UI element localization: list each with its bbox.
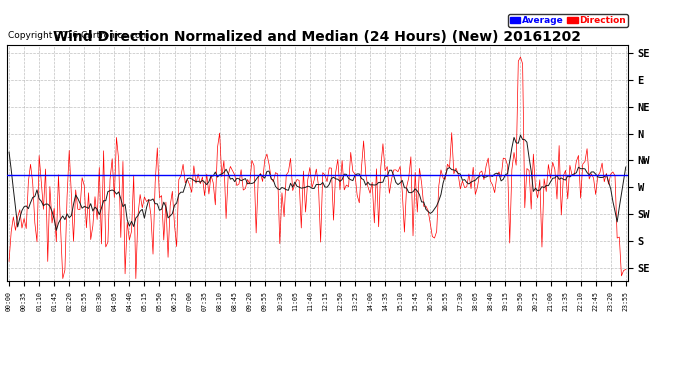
Legend: Average, Direction: Average, Direction xyxy=(508,14,628,27)
Title: Wind Direction Normalized and Median (24 Hours) (New) 20161202: Wind Direction Normalized and Median (24… xyxy=(53,30,582,44)
Text: Copyright 2016 Cartronics.com: Copyright 2016 Cartronics.com xyxy=(8,31,149,40)
